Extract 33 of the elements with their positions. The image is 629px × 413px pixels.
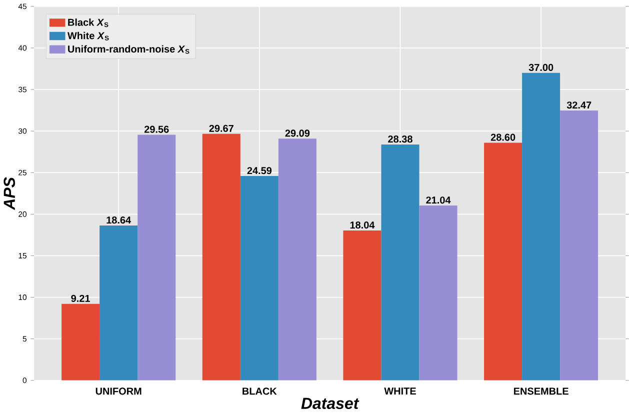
bar <box>560 110 598 381</box>
bar <box>419 206 458 381</box>
data-label: 24.59 <box>247 167 272 174</box>
bar <box>62 304 100 381</box>
data-label: 18.64 <box>106 216 132 224</box>
legend-label: Uniform-random-noise X$_{S}$ <box>68 45 190 54</box>
data-label: 29.09 <box>285 130 310 137</box>
bar <box>381 144 420 381</box>
x-axis-title: Dataset <box>301 398 360 410</box>
bar <box>138 134 176 381</box>
data-label: 29.56 <box>144 126 169 133</box>
data-label: 28.38 <box>388 136 412 143</box>
data-label: 32.47 <box>566 102 592 109</box>
x-tick-label: UNIFORM <box>96 388 142 395</box>
data-label: 9.21 <box>71 295 90 302</box>
bar <box>278 138 316 381</box>
legend-label: White X$_{S}$ <box>67 32 109 41</box>
data-label: 21.04 <box>426 196 451 204</box>
bar <box>484 142 522 381</box>
x-tick-label: BLACK <box>242 388 277 395</box>
data-label: 29.67 <box>209 124 234 132</box>
bar <box>202 134 240 381</box>
bar <box>343 230 382 381</box>
bar <box>100 226 138 381</box>
bar <box>522 73 560 381</box>
data-label: 18.04 <box>350 222 375 229</box>
data-label: 28.60 <box>490 134 516 141</box>
legend-label: Black X$_{S}$ <box>68 18 108 28</box>
x-tick-label: WHITE <box>384 388 416 395</box>
data-label: 37.00 <box>528 64 554 72</box>
bar <box>240 176 278 381</box>
y-axis-title: APS <box>4 177 16 210</box>
x-tick-label: ENSEMBLE <box>514 388 568 395</box>
